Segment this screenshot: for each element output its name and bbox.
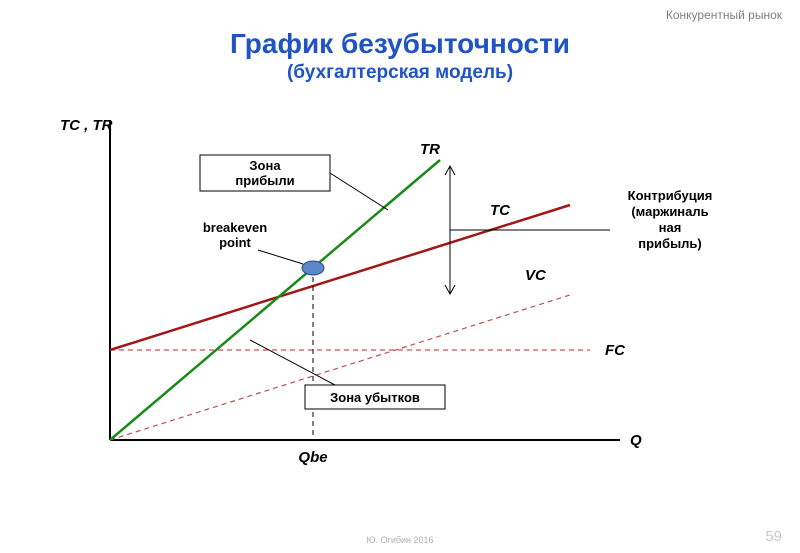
contribution-label-4: прибыль) — [638, 236, 702, 251]
x-axis-label: Q — [630, 432, 642, 449]
vc-line — [110, 295, 570, 440]
contribution-label-2: (маржиналь — [631, 204, 708, 219]
tr-label: TR — [420, 141, 440, 158]
profit-zone-text1: Зона — [249, 158, 281, 173]
y-axis-label: TC , TR — [60, 117, 113, 134]
breakeven-label-1: breakeven — [203, 220, 267, 235]
profit-zone-text2: прибыли — [235, 173, 294, 188]
contribution-label-1: Контрибуция — [628, 188, 713, 203]
breakeven-label-2: point — [219, 235, 251, 250]
loss-leader — [250, 340, 335, 385]
profit-leader — [330, 173, 388, 210]
tc-label: TC — [490, 202, 511, 219]
qbe-label: Qbe — [298, 449, 327, 466]
page-number: 59 — [765, 528, 782, 545]
breakeven-leader — [258, 250, 303, 264]
fc-label: FC — [605, 342, 626, 359]
footer-credit: Ю. Огибин 2016 — [0, 535, 800, 545]
breakeven-chart: TC , TR Q Qbe TR TC VC FC Зона прибыли З… — [0, 0, 800, 553]
tc-line — [110, 205, 570, 350]
contribution-label-3: ная — [659, 220, 682, 235]
vc-label: VC — [525, 267, 547, 284]
loss-zone-text: Зона убытков — [330, 390, 420, 405]
breakeven-marker — [302, 261, 324, 275]
